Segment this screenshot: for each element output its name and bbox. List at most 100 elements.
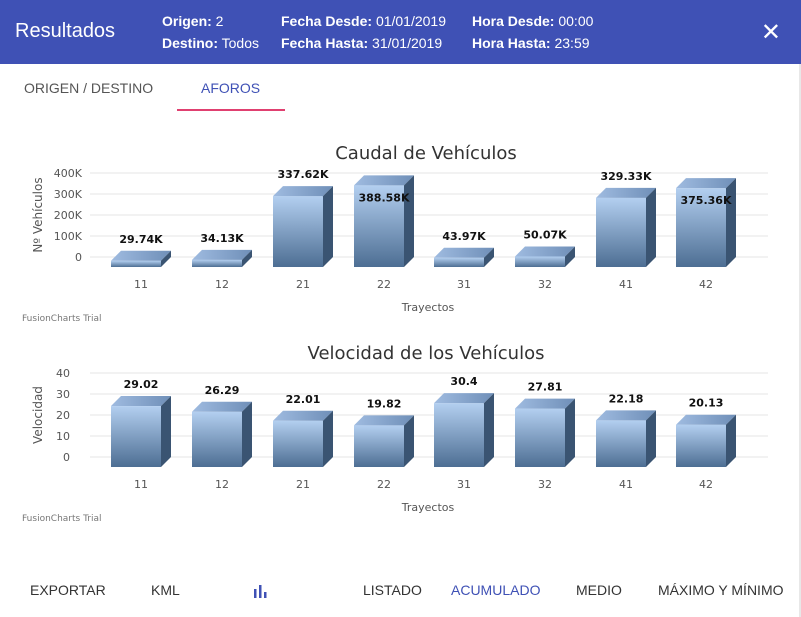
bar-side <box>323 186 333 267</box>
bar-front <box>676 424 726 467</box>
export-button[interactable]: EXPORTAR <box>30 582 106 598</box>
data-label: 329.33K <box>601 170 652 183</box>
x-tick-label: 41 <box>619 278 633 291</box>
fecha-hasta-label: Fecha Hasta: <box>281 35 369 51</box>
divider <box>799 64 801 617</box>
y-tick-label: 100K <box>54 230 83 243</box>
data-label: 19.82 <box>367 397 402 410</box>
chart-title: Caudal de Vehículos <box>335 143 517 164</box>
y-tick-label: 10 <box>56 430 70 443</box>
bar-front <box>273 196 323 267</box>
bar-top <box>434 393 494 404</box>
origen-label: Origen: <box>162 13 212 29</box>
fecha-desde-value: 01/01/2019 <box>375 13 447 29</box>
bar-top <box>192 401 252 412</box>
bar-side <box>404 175 414 267</box>
data-label: 337.62K <box>278 168 329 181</box>
tab-aforos[interactable]: AFOROS <box>201 80 261 96</box>
x-tick-label: 31 <box>457 478 471 491</box>
dialog-title: Resultados <box>15 20 116 42</box>
bar-front <box>111 260 161 267</box>
fecha-hasta-value: 31/01/2019 <box>372 35 443 51</box>
hora-desde-label: Hora Desde: <box>472 13 555 29</box>
bar-front <box>596 420 646 467</box>
destino-value: Todos <box>221 35 259 51</box>
x-tick-label: 42 <box>699 478 713 491</box>
data-label: 22.01 <box>286 393 321 406</box>
data-label: 34.13K <box>200 232 244 245</box>
x-tick-label: 11 <box>134 478 148 491</box>
bar-side <box>726 414 736 467</box>
x-tick-label: 41 <box>619 478 633 491</box>
x-tick-label: 31 <box>457 278 471 291</box>
max-min-button[interactable]: MÁXIMO Y MÍNIMO <box>658 582 784 598</box>
data-label: 20.13 <box>689 397 724 410</box>
bar-side <box>484 393 494 467</box>
data-label: 43.97K <box>442 230 486 243</box>
y-tick-label: 200K <box>54 209 83 222</box>
x-tick-label: 12 <box>215 478 229 491</box>
acumulado-button[interactable]: ACUMULADO <box>451 582 541 598</box>
bar-top <box>515 246 575 257</box>
x-tick-label: 32 <box>538 478 552 491</box>
y-tick-label: 0 <box>75 251 82 264</box>
x-tick-label: 21 <box>296 478 310 491</box>
bar-top <box>676 178 736 189</box>
bar-front <box>596 197 646 267</box>
x-tick-label: 11 <box>134 278 148 291</box>
origen-value: 2 <box>215 13 224 29</box>
origin-destination-info: Origen: 2 Destino: Todos <box>162 10 259 54</box>
bar-side <box>404 415 414 467</box>
kml-button[interactable]: KML <box>151 582 180 598</box>
y-axis-title: Nº Vehículos <box>31 177 45 252</box>
time-info: Hora Desde: 00:00 Hora Hasta: 23:59 <box>472 10 593 54</box>
bar-front <box>515 256 565 267</box>
bar-top <box>111 250 171 261</box>
y-tick-label: 400K <box>54 167 83 180</box>
chart-title: Velocidad de los Vehículos <box>308 343 545 364</box>
bar-side <box>646 410 656 467</box>
active-tab-indicator <box>177 109 285 111</box>
charts: Caudal de Vehículos 0 100K 200K 300K 400K Nº V… <box>22 143 768 524</box>
bar-side <box>323 410 333 467</box>
close-icon[interactable]: ✕ <box>760 19 781 46</box>
bar-front <box>111 406 161 467</box>
x-tick-label: 12 <box>215 278 229 291</box>
bar-front <box>676 188 726 267</box>
tab-bar: ORIGEN / DESTINO AFOROS <box>0 64 801 112</box>
y-axis-title: Velocidad <box>31 386 45 444</box>
bar-front <box>354 425 404 467</box>
bar-top <box>192 249 252 260</box>
x-tick-label: 22 <box>377 478 391 491</box>
bar-chart-icon[interactable] <box>253 584 269 601</box>
x-axis-title: Trayectos <box>401 501 455 514</box>
data-label: 29.74K <box>119 233 163 246</box>
fecha-desde-label: Fecha Desde: <box>281 13 373 29</box>
data-label: 30.4 <box>450 375 477 388</box>
date-info: Fecha Desde: 01/01/2019 Fecha Hasta: 31/… <box>281 10 446 54</box>
dialog-header: Resultados Origen: 2 Destino: Todos Fech… <box>0 0 801 64</box>
hora-desde-value: 00:00 <box>558 13 594 29</box>
data-label: 29.02 <box>124 378 159 391</box>
tab-origen-destino[interactable]: ORIGEN / DESTINO <box>24 80 154 96</box>
x-axis-title: Trayectos <box>401 301 455 314</box>
destino-label: Destino: <box>162 35 218 51</box>
bar-front <box>192 411 242 467</box>
bar-front <box>434 403 484 467</box>
x-tick-label: 22 <box>377 278 391 291</box>
x-tick-label: 42 <box>699 278 713 291</box>
bar-side <box>484 247 494 267</box>
bar-top <box>596 410 656 421</box>
bar-front <box>192 259 242 267</box>
medio-button[interactable]: MEDIO <box>576 582 622 598</box>
bar-side <box>565 246 575 267</box>
data-label: 388.58K <box>359 191 410 204</box>
bar-top <box>354 415 414 426</box>
bar-top <box>515 398 575 409</box>
bar-side <box>242 249 252 267</box>
bar-side <box>726 178 736 267</box>
bar-top <box>596 187 656 198</box>
listado-button[interactable]: LISTADO <box>363 582 422 598</box>
data-label: 26.29 <box>205 384 240 397</box>
hora-hasta-label: Hora Hasta: <box>472 35 551 51</box>
